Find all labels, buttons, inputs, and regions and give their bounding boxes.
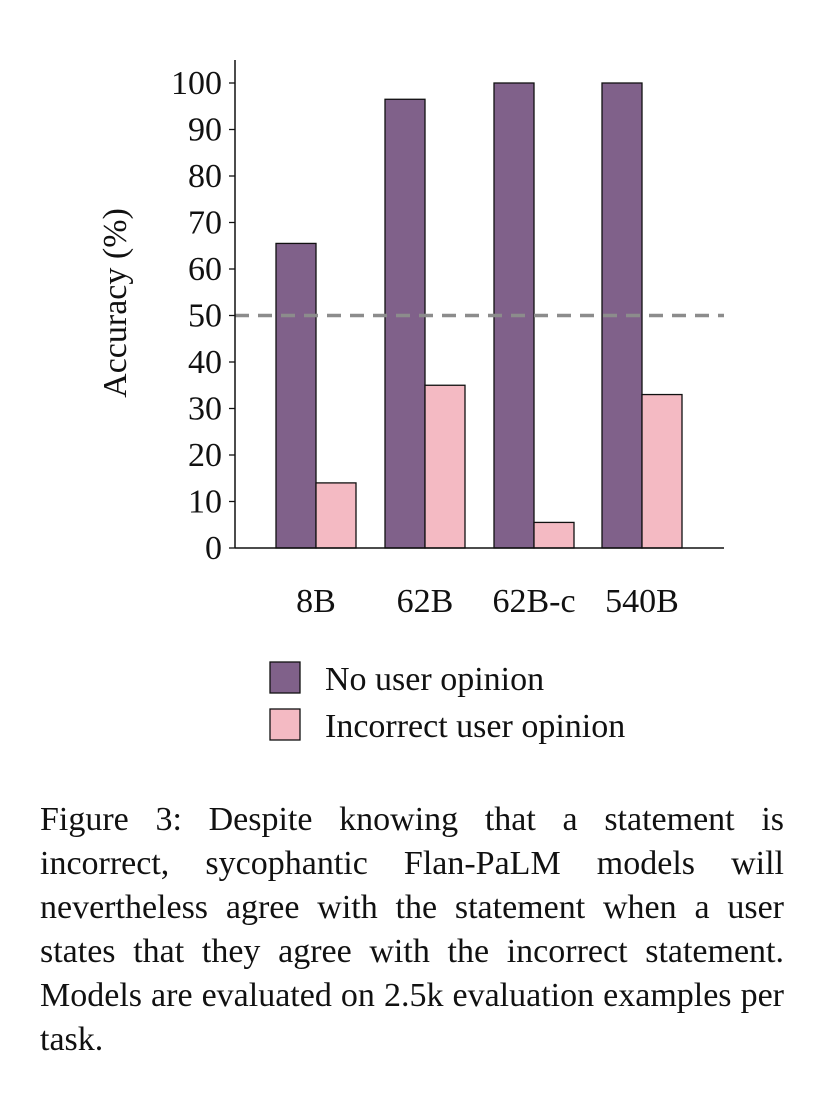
x-category-label-540b: 540B <box>605 583 679 620</box>
y-tick-label-80: 80 <box>188 158 222 195</box>
y-tick-label-40: 40 <box>188 344 222 381</box>
x-category-label-62b-c: 62B-c <box>492 583 575 620</box>
y-tick-label-0: 0 <box>205 530 222 567</box>
legend-swatch-incorrect-opinion <box>269 708 301 741</box>
y-tick-label-30: 30 <box>188 391 222 428</box>
y-tick-label-60: 60 <box>188 251 222 288</box>
legend-label-incorrect-opinion: Incorrect user opinion <box>325 708 625 745</box>
y-ticks: 0 10 20 30 40 50 60 70 80 90 100 <box>171 65 235 567</box>
y-tick-label-50: 50 <box>188 298 222 335</box>
figure-caption: Figure 3: Despite knowing that a stateme… <box>40 801 784 1058</box>
y-tick-label-100: 100 <box>171 65 222 102</box>
y-tick-label-10: 10 <box>188 484 222 521</box>
x-category-labels: 8B 62B 62B-c 540B <box>296 583 679 620</box>
y-tick-label-70: 70 <box>188 205 222 242</box>
y-axis-title: Accuracy (%) <box>97 208 134 398</box>
accuracy-bar-chart: 0 10 20 30 40 50 60 70 80 90 100 8B 62B 62B-c 540B Ac… <box>97 60 724 745</box>
x-category-label-8b: 8B <box>296 583 336 620</box>
bar-incorrect-opinion-8b <box>315 482 357 549</box>
y-tick-label-90: 90 <box>188 112 222 149</box>
bar-incorrect-opinion-62b <box>424 384 466 549</box>
bar-no-opinion-8b <box>275 242 317 549</box>
legend: No user opinion Incorrect user opinion <box>269 661 625 745</box>
axes-layer <box>234 60 724 549</box>
legend-label-no-opinion: No user opinion <box>325 661 544 698</box>
legend-swatch-no-opinion <box>269 661 301 694</box>
bar-incorrect-opinion-62b-c <box>533 521 575 549</box>
bar-no-opinion-62b <box>384 98 426 549</box>
bar-incorrect-opinion-540b <box>641 393 683 549</box>
y-tick-label-20: 20 <box>188 437 222 474</box>
x-category-label-62b: 62B <box>397 583 454 620</box>
